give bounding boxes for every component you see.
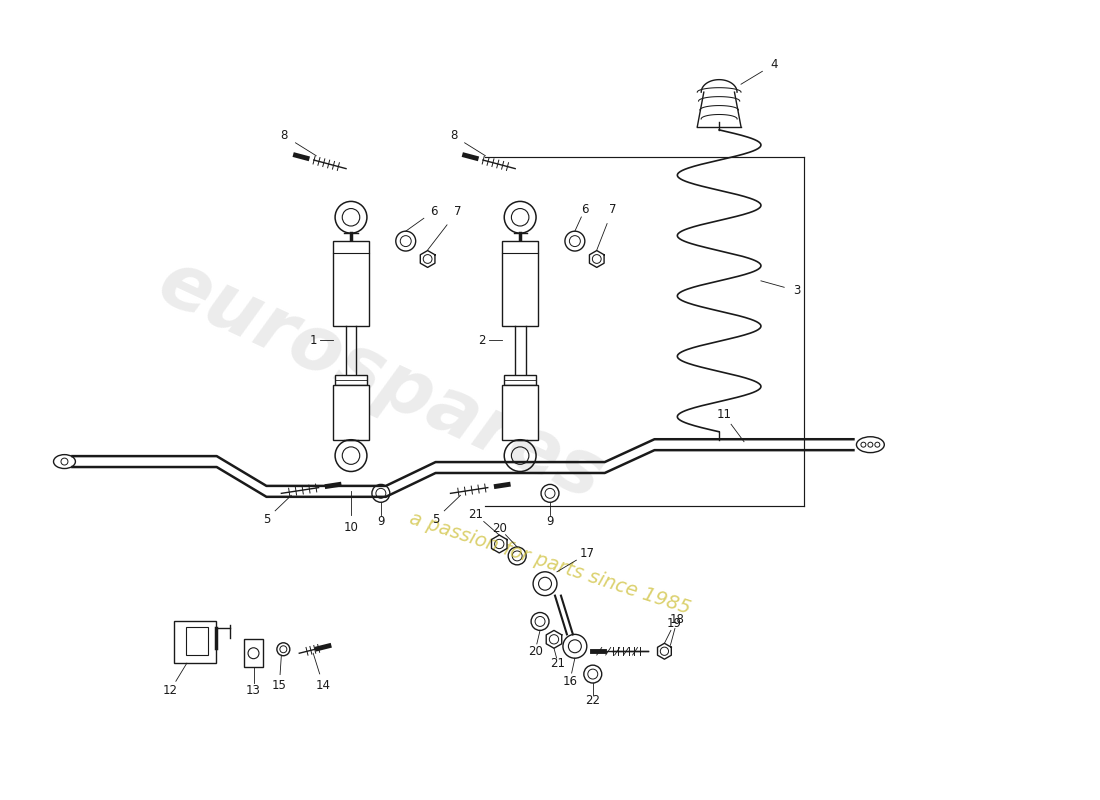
Text: 10: 10 (343, 521, 359, 534)
Text: 6: 6 (430, 205, 438, 218)
Text: 6: 6 (581, 203, 589, 216)
Bar (504, 375, 536, 385)
Bar (333, 385, 369, 440)
Ellipse shape (857, 437, 884, 453)
Text: 16: 16 (562, 674, 578, 687)
Bar (503, 385, 538, 440)
Polygon shape (701, 80, 737, 92)
Text: 1: 1 (309, 334, 317, 347)
Text: 11: 11 (716, 408, 732, 422)
Text: 12: 12 (163, 685, 177, 698)
Bar (333, 241, 369, 326)
Text: 20: 20 (528, 645, 542, 658)
Text: 2: 2 (478, 334, 486, 347)
Text: 19: 19 (667, 617, 682, 630)
Text: 7: 7 (453, 205, 461, 218)
Text: 21: 21 (550, 657, 565, 670)
Text: 5: 5 (432, 513, 439, 526)
Text: a passion for parts since 1985: a passion for parts since 1985 (407, 510, 693, 618)
Bar (503, 241, 538, 326)
Text: 21: 21 (468, 508, 483, 521)
Text: 5: 5 (263, 513, 271, 526)
Bar (243, 639, 264, 667)
Text: 9: 9 (547, 514, 553, 528)
Text: 18: 18 (670, 613, 685, 626)
Ellipse shape (54, 454, 76, 469)
Text: 8: 8 (280, 130, 288, 142)
Bar (186, 627, 208, 655)
Text: 8: 8 (450, 130, 458, 142)
Text: 13: 13 (246, 685, 261, 698)
Text: 22: 22 (585, 694, 601, 707)
Bar (336, 375, 367, 385)
Text: 7: 7 (609, 203, 616, 216)
Text: 14: 14 (316, 678, 331, 691)
Text: 9: 9 (377, 514, 385, 528)
Text: 15: 15 (272, 678, 287, 691)
Text: 20: 20 (492, 522, 507, 534)
Text: 4: 4 (770, 58, 778, 71)
Text: 17: 17 (580, 547, 594, 561)
Bar (174, 622, 216, 663)
Text: 3: 3 (793, 284, 801, 298)
Text: eurospares: eurospares (146, 245, 615, 516)
